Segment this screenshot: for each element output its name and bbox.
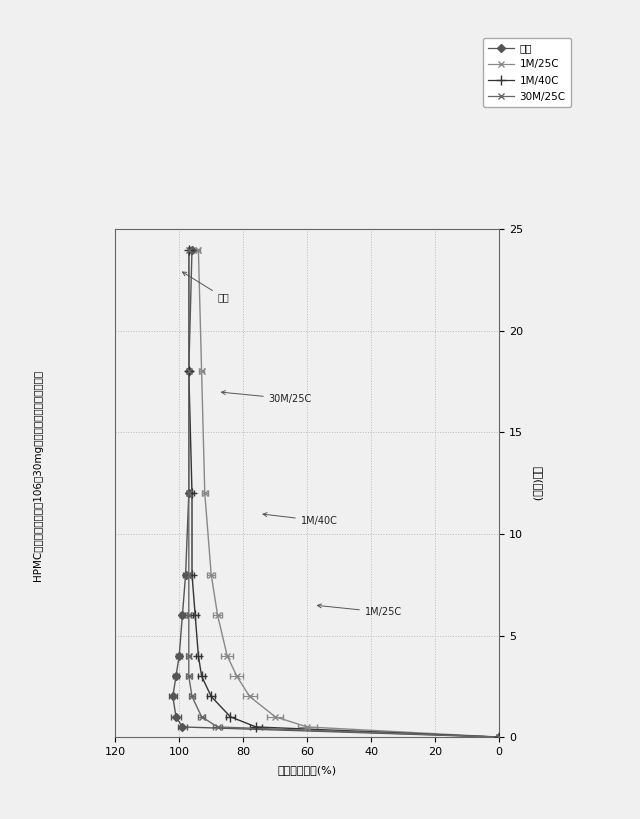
X-axis label: 溶出済薬物量(%): 溶出済薬物量(%) [278, 765, 337, 775]
Text: 1M/40C: 1M/40C [263, 513, 338, 526]
Text: HPMCカプセル中の製剤106、30mgに対する溶解プロファイル: HPMCカプセル中の製剤106、30mgに対する溶解プロファイル [33, 369, 44, 581]
Text: 初期: 初期 [182, 272, 229, 302]
Legend: 初期, 1M/25C, 1M/40C, 30M/25C: 初期, 1M/25C, 1M/40C, 30M/25C [483, 38, 571, 107]
Text: 30M/25C: 30M/25C [221, 391, 312, 404]
Text: 1M/25C: 1M/25C [317, 604, 402, 618]
Y-axis label: 時間(時間): 時間(時間) [532, 465, 543, 501]
